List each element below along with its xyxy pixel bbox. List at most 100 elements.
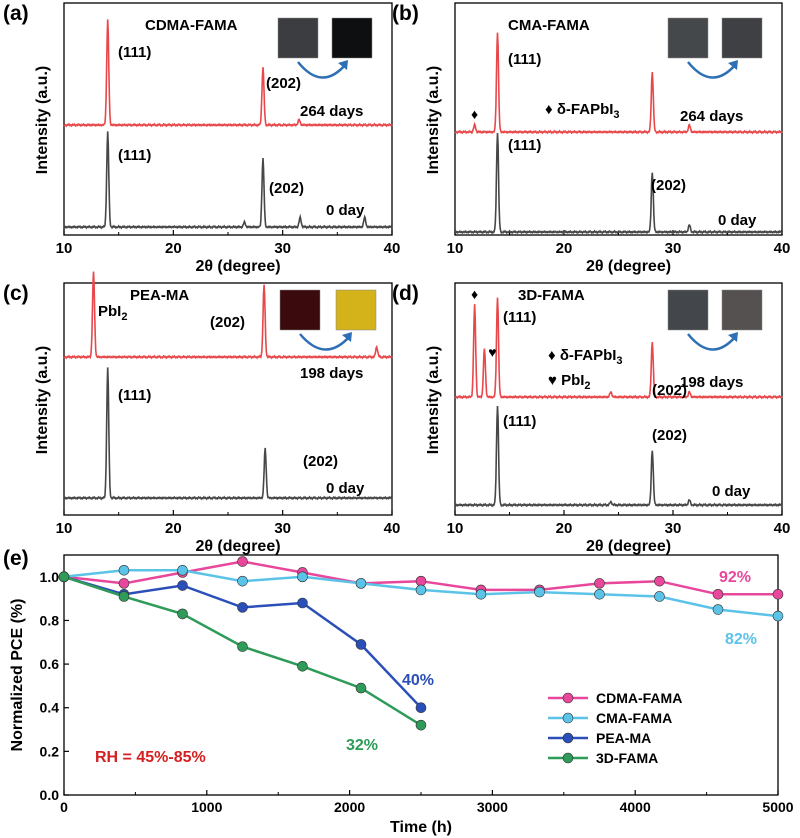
xrd-line-fresh <box>63 131 393 230</box>
inset-photo <box>279 289 321 331</box>
peak-label: (202) <box>269 180 304 197</box>
pce-point <box>415 702 427 714</box>
x-tick-label: 1000 <box>191 799 222 815</box>
legend-swatch-marker <box>562 752 574 764</box>
y-tick-label: 0.2 <box>40 743 60 759</box>
xrd-panel: (b) 10 20 30 40 2θ (degree) Intensity (a.u.) CM… <box>392 2 790 275</box>
panel-letter: (c) <box>3 282 29 305</box>
peak-label: (111) <box>503 309 536 326</box>
xrd-line-aged <box>63 19 393 128</box>
pce-point <box>415 584 427 596</box>
xrd-line-fresh <box>454 405 783 508</box>
legend-entry: CMA-FAMA <box>596 710 672 726</box>
x-tick-label: 2000 <box>334 799 365 815</box>
pce-point <box>654 575 665 587</box>
pce-point <box>297 597 308 609</box>
arrow-head <box>728 332 738 342</box>
end-value-label: 92% <box>719 569 751 586</box>
series-label: 0 day <box>326 480 365 497</box>
peak-label: (111) <box>118 387 151 404</box>
peak-label: (202) <box>303 453 338 470</box>
peak-label: (202) <box>266 75 301 92</box>
y-axis-label: Intensity (a.u.) <box>34 346 51 454</box>
x-axis-label: Time (h) <box>390 819 452 836</box>
pce-point <box>297 660 308 672</box>
pce-point <box>177 608 188 620</box>
y-axis-label: Intensity (a.u.) <box>34 66 51 174</box>
x-tick-label: 20 <box>556 520 573 537</box>
series-label: 0 day <box>326 202 365 219</box>
x-tick-label: 40 <box>774 240 791 257</box>
legend-entry: 3D-FAMA <box>596 750 658 766</box>
sample-name: PEA-MA <box>130 287 189 304</box>
pce-point <box>237 575 248 587</box>
x-tick-label: 5000 <box>762 799 793 815</box>
x-tick-label: 10 <box>447 240 464 257</box>
xrd-panel: (d) 10 20 30 40 2θ (degree) Intensity (a.u.) 3D… <box>392 282 790 555</box>
pce-point <box>772 588 784 600</box>
pce-point <box>355 682 367 694</box>
xrd-line-fresh <box>63 367 393 501</box>
legend-swatch-marker <box>562 692 574 704</box>
sample-name: CMA-FAMA <box>508 17 590 34</box>
arrow-head <box>728 60 738 70</box>
x-tick-label: 30 <box>274 520 291 537</box>
peak-label: (111) <box>503 413 536 430</box>
pce-point <box>712 604 724 615</box>
x-tick-label: 30 <box>665 240 682 257</box>
legend-entry: CDMA-FAMA <box>596 690 682 706</box>
series-label: 198 days <box>300 365 363 382</box>
y-tick-label: 0.8 <box>40 612 60 628</box>
x-axis-label: 2θ (degree) <box>195 538 280 555</box>
pce-point <box>355 578 367 589</box>
inset-photo <box>667 289 709 331</box>
legend-swatch-marker <box>562 712 574 724</box>
legend-entry: PEA-MA <box>596 730 651 746</box>
inset-photo <box>335 289 377 331</box>
x-tick-label: 0 <box>60 799 68 815</box>
pce-point <box>297 571 308 583</box>
end-value-label: 82% <box>725 631 757 648</box>
diamond-marker: ♦ <box>471 286 478 302</box>
x-axis-label: 2θ (degree) <box>586 258 671 275</box>
xrd-line-aged <box>63 271 393 360</box>
x-tick-label: 20 <box>165 520 182 537</box>
series-label: 264 days <box>680 108 743 125</box>
pce-point <box>475 588 487 600</box>
pce-point <box>415 719 427 731</box>
pce-point <box>654 591 665 602</box>
xrd-line-aged <box>454 32 783 135</box>
peak-label: (202) <box>652 382 687 399</box>
pce-point <box>118 591 130 602</box>
x-axis-label: 2θ (degree) <box>586 538 671 555</box>
pce-point <box>594 578 605 589</box>
arrow-head <box>338 60 348 70</box>
pce-point <box>177 564 188 576</box>
peak-label: (111) <box>508 137 541 154</box>
x-tick-label: 30 <box>274 240 291 257</box>
end-value-label: 32% <box>346 737 378 754</box>
panel-letter: (a) <box>3 2 29 25</box>
x-tick-label: 40 <box>384 240 401 257</box>
xrd-line-aged <box>454 297 783 400</box>
transition-arrow <box>299 333 351 351</box>
x-tick-label: 20 <box>556 240 573 257</box>
heart-marker: ♥ <box>488 344 496 360</box>
legend-note: ♦ δ-FAPbI3 <box>548 347 623 367</box>
x-tick-label: 10 <box>56 520 73 537</box>
peak-label: (202) <box>651 177 686 194</box>
transition-arrow <box>297 61 347 79</box>
pce-point <box>58 571 70 583</box>
xrd-panel: (c) 10 20 30 40 2θ (degree) Intensity (a.u.) PE… <box>3 271 400 555</box>
inset-photo <box>721 289 763 331</box>
pce-point <box>237 641 248 652</box>
x-tick-label: 20 <box>165 240 182 257</box>
inset-photo <box>277 17 319 59</box>
pce-point <box>177 580 188 591</box>
humidity-annotation: RH = 45%-85% <box>95 749 206 766</box>
x-tick-label: 3000 <box>477 799 508 815</box>
series-label: 0 day <box>718 212 757 229</box>
transition-arrow <box>687 61 737 79</box>
pce-point <box>355 639 367 650</box>
sample-name: 3D-FAMA <box>518 287 585 304</box>
